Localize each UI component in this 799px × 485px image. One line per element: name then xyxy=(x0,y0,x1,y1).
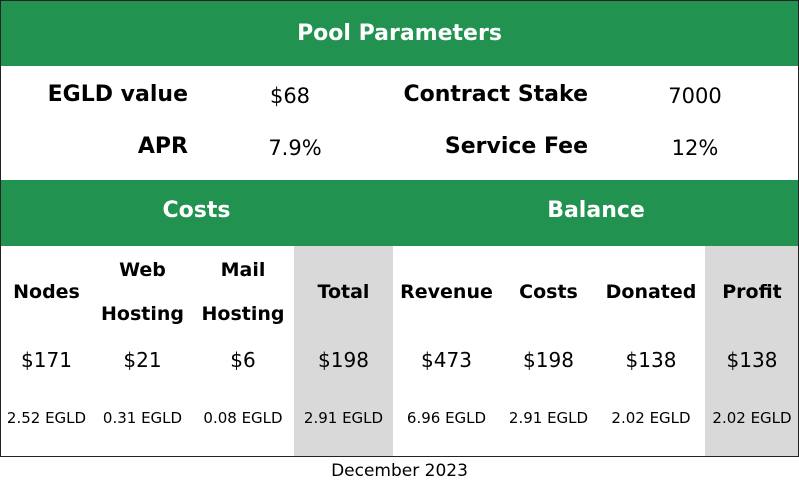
egld-value: 2.52 EGLD xyxy=(6,408,87,427)
column-header: Profit xyxy=(722,281,782,303)
frame xyxy=(0,0,799,457)
param-label: Contract Stake xyxy=(403,82,588,107)
column-header: Total xyxy=(317,281,370,303)
usd-value: $473 xyxy=(421,348,472,372)
usd-value: $198 xyxy=(318,348,369,372)
title: Pool Parameters xyxy=(297,20,502,46)
param-value: 7.9% xyxy=(268,136,322,160)
param-value: 12% xyxy=(671,136,719,160)
column-header: Mail Hosting xyxy=(201,259,285,325)
column-header: Costs xyxy=(519,281,578,303)
footer: December 2023 xyxy=(331,461,468,481)
param-label: EGLD value xyxy=(47,82,188,107)
column-header: Donated xyxy=(605,281,697,303)
column-header: Nodes xyxy=(13,281,80,303)
usd-value: $171 xyxy=(21,348,72,372)
egld-value: 2.02 EGLD xyxy=(611,408,691,427)
param-value: 7000 xyxy=(668,84,722,108)
highlight-column xyxy=(294,246,393,457)
usd-value: $6 xyxy=(230,348,256,372)
section-title: Balance xyxy=(547,197,645,223)
usd-value: $21 xyxy=(123,348,162,372)
egld-value: 6.96 EGLD xyxy=(406,408,487,427)
egld-value: 0.08 EGLD xyxy=(203,408,283,427)
section-title: Costs xyxy=(162,197,231,223)
param-value: $68 xyxy=(269,84,311,108)
egld-value: 2.91 EGLD xyxy=(303,408,384,427)
egld-value: 2.91 EGLD xyxy=(508,408,589,427)
param-label: Service Fee xyxy=(444,134,588,159)
highlight-column xyxy=(705,246,799,457)
egld-value: 0.31 EGLD xyxy=(102,408,183,427)
usd-value: $138 xyxy=(726,348,778,372)
section-bar xyxy=(0,180,799,246)
title-bar: Pool Parameters xyxy=(0,0,799,66)
column-header: Web Hosting xyxy=(101,259,184,325)
param-label: APR xyxy=(137,134,188,159)
column-header: Revenue xyxy=(400,281,493,303)
usd-value: $138 xyxy=(625,348,677,372)
egld-value: 2.02 EGLD xyxy=(712,408,792,427)
usd-value: $198 xyxy=(523,348,574,372)
